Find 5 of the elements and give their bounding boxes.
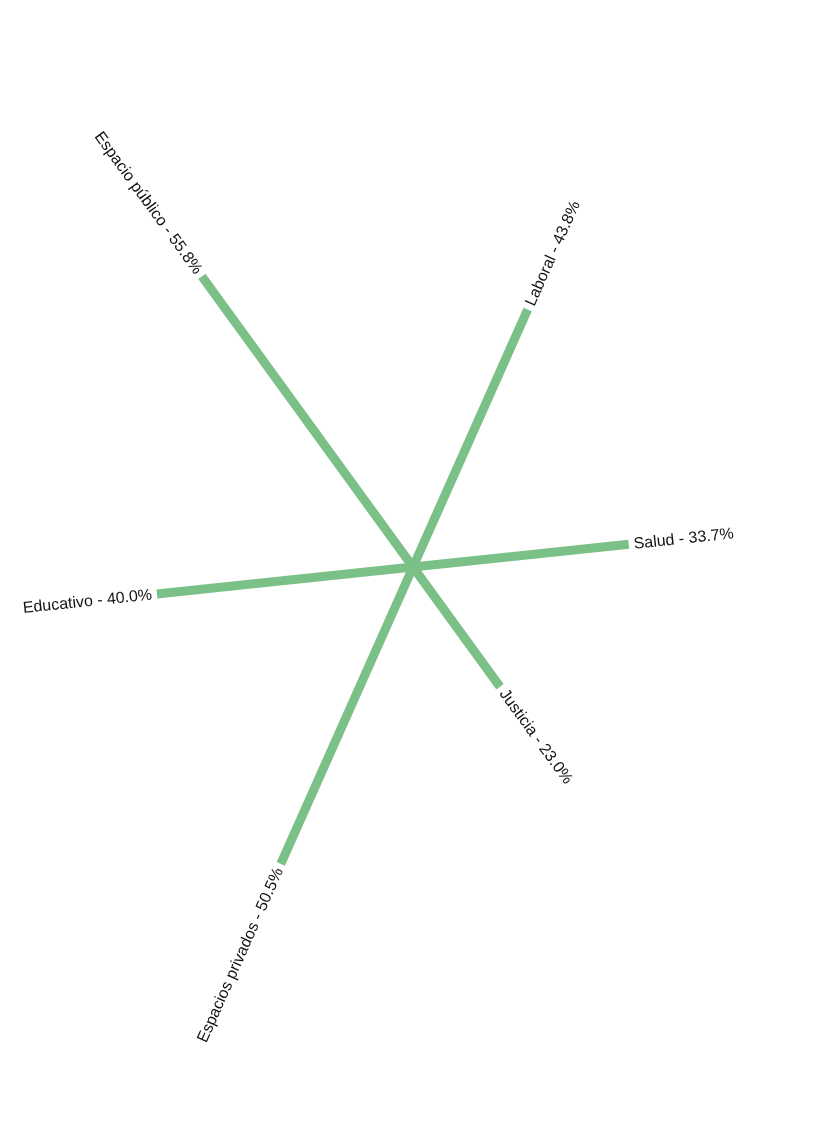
data-label: 33.7%: [687, 524, 735, 546]
data-label: 40.0%: [105, 585, 153, 608]
data-label: 43.8%: [548, 198, 583, 247]
category-label: Salud -: [632, 529, 685, 552]
category-label: Educativo -: [21, 590, 104, 616]
